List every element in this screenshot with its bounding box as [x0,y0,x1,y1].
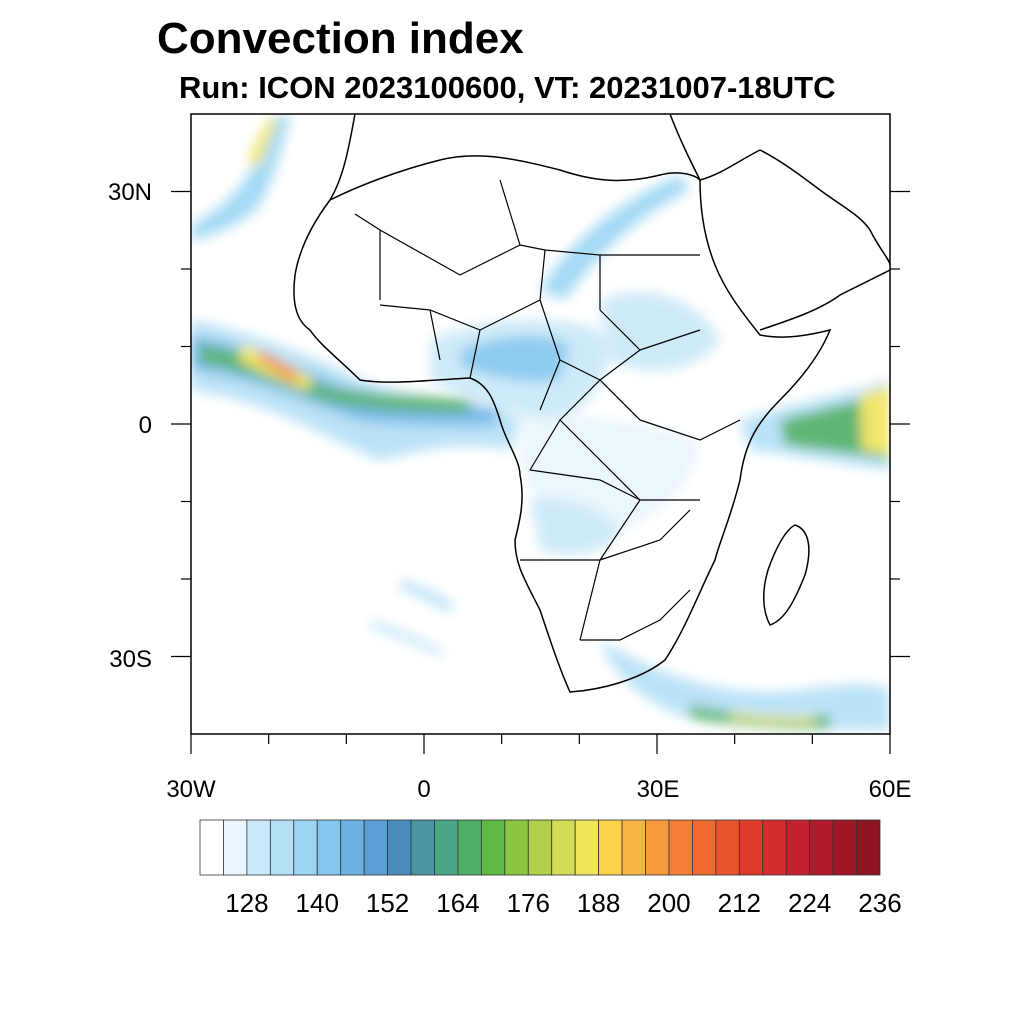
colorbar-swatch [480,819,506,876]
colorbar-swatch [363,819,388,876]
colorbar-label: 140 [296,888,339,918]
africa-coastline [293,114,832,693]
lat-label-0: 0 [139,412,152,439]
lon-label-0: 0 [417,776,430,803]
lon-label-30w: 30W [166,776,216,803]
lon-label-60e: 60E [869,776,912,803]
colorbar-swatch [457,819,482,876]
colorbar-swatch [410,819,435,876]
colorbar-swatch [199,819,224,876]
colorbar-label: 236 [858,888,901,918]
colorbar [199,819,881,876]
colorbar-swatch [715,819,740,876]
colorbar-swatch [598,819,623,876]
chart-subtitle: Run: ICON 2023100600, VT: 20231007-18UTC [179,70,836,105]
colorbar-swatch [387,819,412,876]
colorbar-swatch [668,819,693,876]
colorbar-label: 212 [718,888,761,918]
chart-title: Convection index [157,14,524,63]
lat-label-30n: 30N [108,179,152,206]
colorbar-swatch [527,819,553,876]
colorbar-swatch [692,819,717,876]
colorbar-swatch [551,819,576,876]
colorbar-swatch [856,819,881,876]
colorbar-swatch [504,819,529,876]
colorbar-swatch [293,819,318,876]
colorbar-swatch [621,819,646,876]
lon-label-30e: 30E [637,776,680,803]
colorbar-swatch [246,819,271,876]
colorbar-label: 188 [577,888,620,918]
colorbar-swatch [223,819,248,876]
mediterranean-coastline [329,155,701,201]
colorbar-labels: 128 140 152 164 176 188 200 212 224 236 [225,888,901,918]
colorbar-swatch [762,819,787,876]
country-borders [354,179,741,641]
lat-label-30s: 30S [109,646,152,673]
colorbar-swatch [340,819,365,876]
colorbar-label: 200 [647,888,690,918]
arabia-coastline [699,149,890,331]
colorbar-swatch [434,819,459,876]
colorbar-label: 224 [788,888,831,918]
colorbar-swatch [738,819,764,876]
colorbar-label: 176 [507,888,550,918]
convection-field [191,114,890,730]
colorbar-label: 152 [366,888,409,918]
colorbar-swatch [645,819,670,876]
colorbar-label: 164 [436,888,479,918]
coastlines [293,114,890,693]
colorbar-swatch [574,819,600,876]
colorbar-swatch [269,819,295,876]
colorbar-swatch [316,819,342,876]
colorbar-label: 128 [225,888,268,918]
axis-ticks [171,190,910,754]
madagascar-coastline [763,524,810,626]
colorbar-swatch [785,819,811,876]
colorbar-swatch [809,819,834,876]
colorbar-swatch [832,819,857,876]
